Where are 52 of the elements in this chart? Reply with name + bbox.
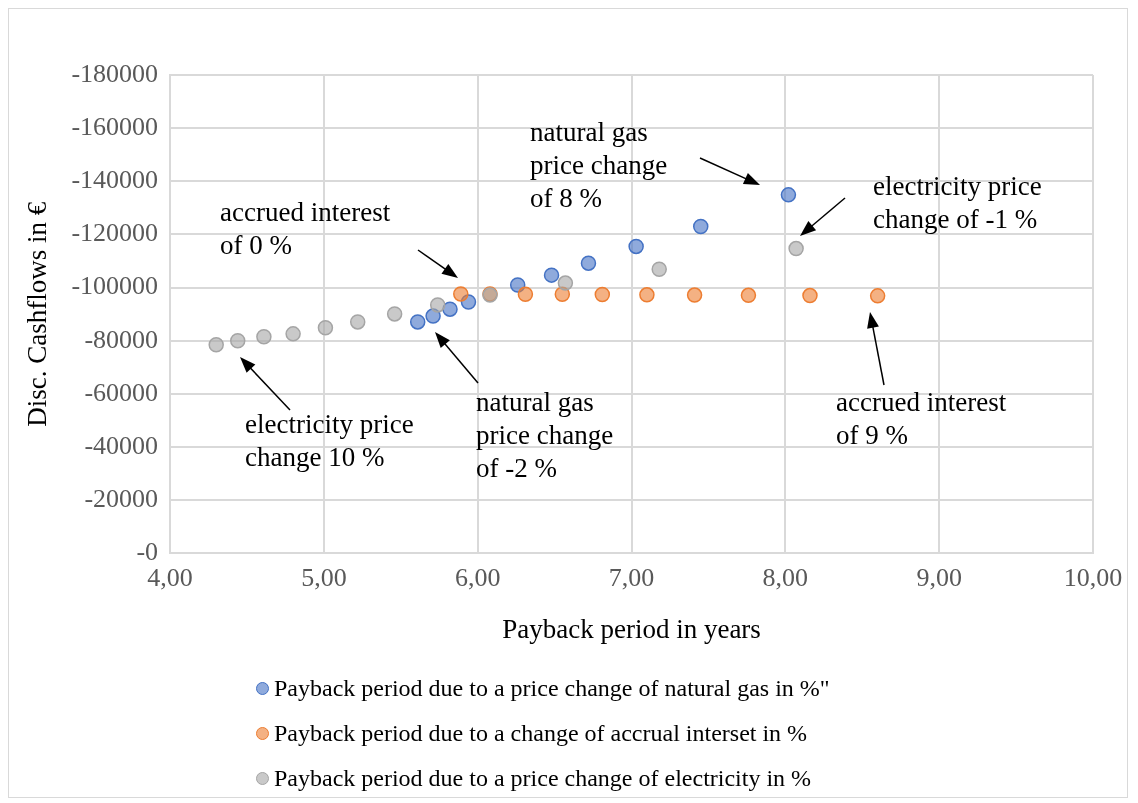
point <box>740 287 757 304</box>
point <box>651 261 667 278</box>
point <box>869 288 886 304</box>
point <box>686 287 703 303</box>
point <box>557 275 574 291</box>
legend-label: Payback period due to a change of accrual interset in % <box>274 720 808 747</box>
legend-label: Payback period due to a price change of electricity in % <box>274 765 812 792</box>
point <box>628 238 644 255</box>
point <box>285 326 301 342</box>
point <box>386 306 403 322</box>
point <box>788 240 804 257</box>
point <box>453 286 469 302</box>
x-tick-label: 9,00 <box>916 562 962 592</box>
y-tick-label: -160000 <box>71 111 159 141</box>
legend-label: Payback period due to a price change of natural gas in %" <box>274 675 830 702</box>
point <box>429 297 446 313</box>
point <box>317 320 334 336</box>
x-tick-label: 7,00 <box>608 562 655 592</box>
point <box>543 267 560 283</box>
y-axis-title: Disc. Cashflows in € <box>22 201 53 427</box>
point <box>639 287 655 303</box>
y-tick-label: -20000 <box>84 484 159 514</box>
point <box>349 314 366 330</box>
point <box>442 301 458 317</box>
x-tick-label: 8,00 <box>762 562 809 592</box>
x-axis-title: Payback period in years <box>502 613 761 644</box>
x-tick-label: 5,00 <box>301 562 347 592</box>
y-tick-label: -100000 <box>71 271 159 301</box>
annotation: accrued interest of 9 % <box>836 386 1007 452</box>
point <box>780 187 797 203</box>
point <box>517 286 534 303</box>
y-tick-label: -40000 <box>84 430 159 460</box>
x-tick-label: 10,00 <box>1063 562 1123 592</box>
y-tick-label: -80000 <box>84 324 159 354</box>
point <box>409 314 426 330</box>
annotation: natural gas price change of -2 % <box>476 386 614 485</box>
point <box>256 329 272 345</box>
y-tick-label: -180000 <box>71 58 159 88</box>
y-tick-label: -60000 <box>84 377 159 407</box>
point <box>802 287 818 304</box>
annotation: electricity price change of -1 % <box>873 170 1042 236</box>
x-tick-label: 6,00 <box>454 562 501 592</box>
point <box>229 333 246 349</box>
annotation: electricity price change 10 % <box>245 408 414 474</box>
annotation: natural gas price change of 8 % <box>530 116 668 215</box>
y-tick-label: -120000 <box>71 218 159 248</box>
point <box>693 218 709 235</box>
y-tick-label: -140000 <box>71 165 159 195</box>
point <box>594 286 611 303</box>
annotation: accrued interest of 0 % <box>220 196 391 262</box>
point <box>208 337 224 353</box>
point <box>580 255 597 271</box>
